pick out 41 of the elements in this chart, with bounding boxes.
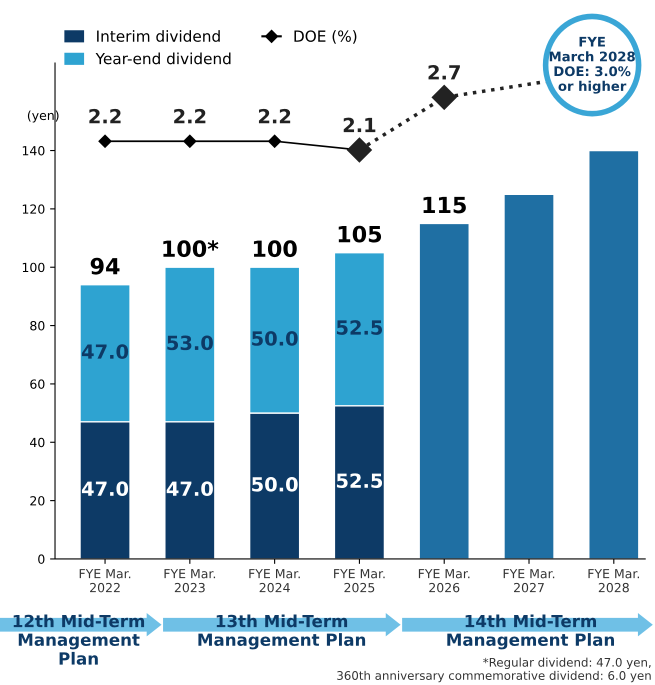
text: *Regular dividend: 47.0 yen, 360th anniversary commemorative dividend: 6.0 yen [337, 658, 651, 682]
data-label: 2.7 [428, 64, 460, 80]
y-tick-label: 80 [30, 321, 44, 331]
text: 12th Mid-Term Management Plan [14, 614, 144, 665]
total-label: 100* [163, 240, 218, 258]
total-label: 100 [254, 240, 297, 258]
data-label: 52.5 [336, 473, 382, 488]
data-label: 2.2 [174, 108, 206, 124]
x-tick-label: FYE Mar. 2024 [249, 569, 300, 592]
x-tick-label: FYE Mar. 2028 [588, 569, 640, 592]
y-tick-label: 100 [22, 262, 44, 272]
data-label: 47.0 [82, 344, 128, 359]
legend-label: Year-end dividend [96, 52, 230, 64]
y-tick-label: 140 [22, 146, 44, 156]
data-label: 2.2 [89, 108, 121, 124]
y-tick-label: 60 [30, 379, 44, 389]
data-label: 47.0 [82, 481, 128, 496]
y-tick-label: 20 [30, 496, 44, 506]
data-label: 52.5 [336, 320, 382, 335]
x-tick-label: FYE Mar. 2023 [164, 569, 216, 592]
data-label: 50.0 [252, 331, 298, 346]
legend-label: Interim dividend [97, 30, 220, 42]
text: 14th Mid-Term Management Plan [447, 614, 614, 650]
data-label: 47.0 [166, 481, 213, 496]
legend-label: DOE (%) [294, 30, 356, 44]
x-tick-label: FYE Mar. 2027 [504, 569, 554, 592]
text: 13th Mid-Term Management Plan [198, 614, 366, 650]
total-label: 94 [90, 258, 120, 275]
data-label: 50.0 [252, 476, 298, 492]
data-label: 53.0 [167, 335, 213, 350]
x-tick-label: FYE Mar. 2025 [334, 569, 385, 592]
y-tick-label: 40 [30, 438, 44, 448]
total-label: 105 [338, 226, 382, 243]
x-tick-label: FYE Mar. 2022 [80, 569, 130, 592]
data-label: 2.2 [258, 108, 290, 124]
data-label: 2.1 [344, 118, 376, 132]
annotation: FYE March 2028 DOE: 3.0% or higher [550, 36, 635, 94]
y-tick-label: 120 [22, 204, 44, 214]
total-label: 115 [424, 196, 466, 214]
x-tick-label: FYE Mar. 2026 [418, 569, 470, 592]
y-tick-label: 0 [38, 554, 44, 564]
